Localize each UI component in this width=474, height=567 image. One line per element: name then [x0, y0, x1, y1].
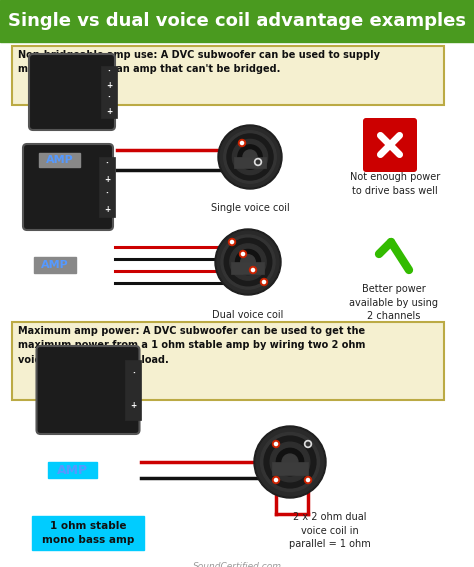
Circle shape: [255, 159, 262, 166]
Circle shape: [304, 476, 311, 484]
Circle shape: [220, 127, 280, 187]
Text: Maximum amp power: A DVC subwoofer can be used to get the
maximum power from a 1: Maximum amp power: A DVC subwoofer can b…: [18, 326, 365, 365]
Text: +: +: [130, 401, 137, 410]
Circle shape: [256, 428, 324, 496]
Text: ·: ·: [106, 160, 109, 170]
Circle shape: [261, 433, 319, 492]
Bar: [234, 157, 266, 168]
Circle shape: [236, 249, 261, 274]
Text: Better power
available by using
2 channels: Better power available by using 2 channe…: [349, 284, 438, 321]
Bar: [231, 262, 264, 273]
Circle shape: [264, 436, 316, 488]
Bar: [12, 46, 444, 105]
Text: ·: ·: [132, 370, 135, 379]
Circle shape: [276, 448, 304, 476]
Circle shape: [232, 139, 268, 175]
Circle shape: [263, 281, 265, 284]
Circle shape: [221, 235, 275, 289]
Circle shape: [240, 141, 244, 145]
Text: ·: ·: [108, 94, 110, 103]
Circle shape: [241, 255, 255, 269]
Circle shape: [230, 240, 234, 244]
Circle shape: [261, 278, 267, 286]
FancyBboxPatch shape: [36, 346, 139, 434]
Text: Single voice coil: Single voice coil: [210, 203, 289, 213]
Circle shape: [306, 479, 310, 481]
Bar: [99, 158, 115, 217]
Text: 2 x 2 ohm dual
voice coil in
parallel = 1 ohm: 2 x 2 ohm dual voice coil in parallel = …: [289, 512, 371, 549]
Circle shape: [256, 160, 260, 164]
Circle shape: [249, 266, 256, 273]
Bar: [0, 0, 474, 42]
Circle shape: [217, 231, 279, 293]
FancyBboxPatch shape: [23, 144, 113, 230]
Circle shape: [224, 238, 272, 286]
Bar: [34, 257, 76, 273]
FancyBboxPatch shape: [29, 54, 115, 130]
FancyBboxPatch shape: [363, 118, 417, 172]
Circle shape: [254, 426, 326, 498]
Circle shape: [273, 476, 280, 484]
Circle shape: [238, 139, 246, 146]
Circle shape: [251, 268, 255, 272]
Circle shape: [241, 252, 245, 256]
Circle shape: [243, 150, 257, 164]
Bar: [48, 462, 98, 478]
Bar: [12, 322, 444, 400]
Circle shape: [238, 145, 262, 169]
Bar: [39, 153, 80, 167]
Circle shape: [273, 441, 280, 447]
Text: Not enough power
to drive bass well: Not enough power to drive bass well: [350, 172, 440, 196]
Circle shape: [224, 131, 276, 183]
Bar: [126, 359, 142, 420]
Text: +: +: [104, 175, 110, 184]
Text: ·: ·: [108, 68, 110, 77]
Text: AMP: AMP: [57, 463, 88, 476]
Text: 1 ohm stable
mono bass amp: 1 ohm stable mono bass amp: [42, 522, 134, 544]
Circle shape: [239, 251, 246, 257]
Circle shape: [218, 125, 282, 189]
Bar: [272, 462, 308, 475]
Circle shape: [215, 229, 281, 295]
Circle shape: [270, 442, 310, 482]
Text: Single vs dual voice coil advantage examples: Single vs dual voice coil advantage exam…: [8, 12, 466, 30]
Circle shape: [228, 239, 236, 246]
Text: ·: ·: [106, 190, 109, 199]
Circle shape: [274, 442, 278, 446]
Bar: [32, 516, 144, 550]
Text: +: +: [104, 205, 110, 214]
Circle shape: [227, 134, 273, 180]
Text: AMP: AMP: [46, 155, 73, 165]
Circle shape: [274, 479, 278, 481]
Circle shape: [230, 244, 266, 280]
Circle shape: [304, 441, 311, 447]
Bar: [101, 66, 117, 118]
Text: Non-bridgeable amp use: A DVC subwoofer can be used to supply
more power from an: Non-bridgeable amp use: A DVC subwoofer …: [18, 50, 380, 74]
Circle shape: [282, 454, 298, 470]
Text: Dual voice coil: Dual voice coil: [212, 310, 283, 320]
Text: AMP: AMP: [41, 260, 69, 270]
Text: +: +: [106, 81, 112, 90]
Circle shape: [306, 442, 310, 446]
Text: +: +: [106, 107, 112, 116]
Text: SoundCertified.com: SoundCertified.com: [192, 562, 282, 567]
